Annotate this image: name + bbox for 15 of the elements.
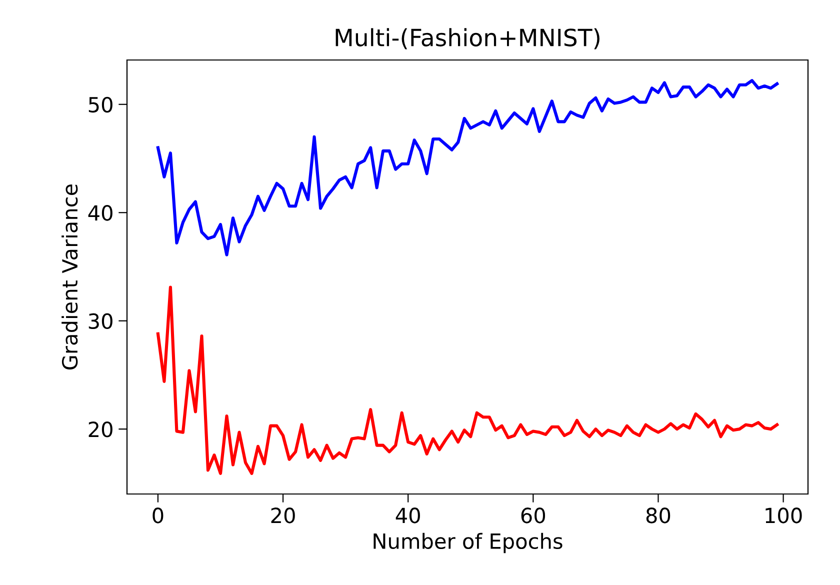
x-tick-label: 0 [152, 508, 164, 524]
chart-title: Multi-(Fashion+MNIST) [336, 28, 600, 50]
y-tick-label: 30 [88, 313, 112, 330]
x-axis-title: Number of Epochs [374, 532, 562, 554]
x-tick-label: 100 [766, 508, 802, 524]
x-tick-label: 80 [646, 508, 670, 524]
y-tick-label: 50 [88, 96, 112, 113]
x-tick-label: 60 [521, 508, 546, 524]
line-series [156, 286, 779, 475]
x-tick-label: 20 [271, 508, 295, 524]
line-series [156, 79, 779, 256]
y-axis-title: Gradient Variance [62, 184, 78, 370]
x-tick-label: 40 [396, 508, 420, 524]
y-tick-label: 40 [88, 205, 112, 221]
y-tick-label: 20 [88, 422, 112, 438]
